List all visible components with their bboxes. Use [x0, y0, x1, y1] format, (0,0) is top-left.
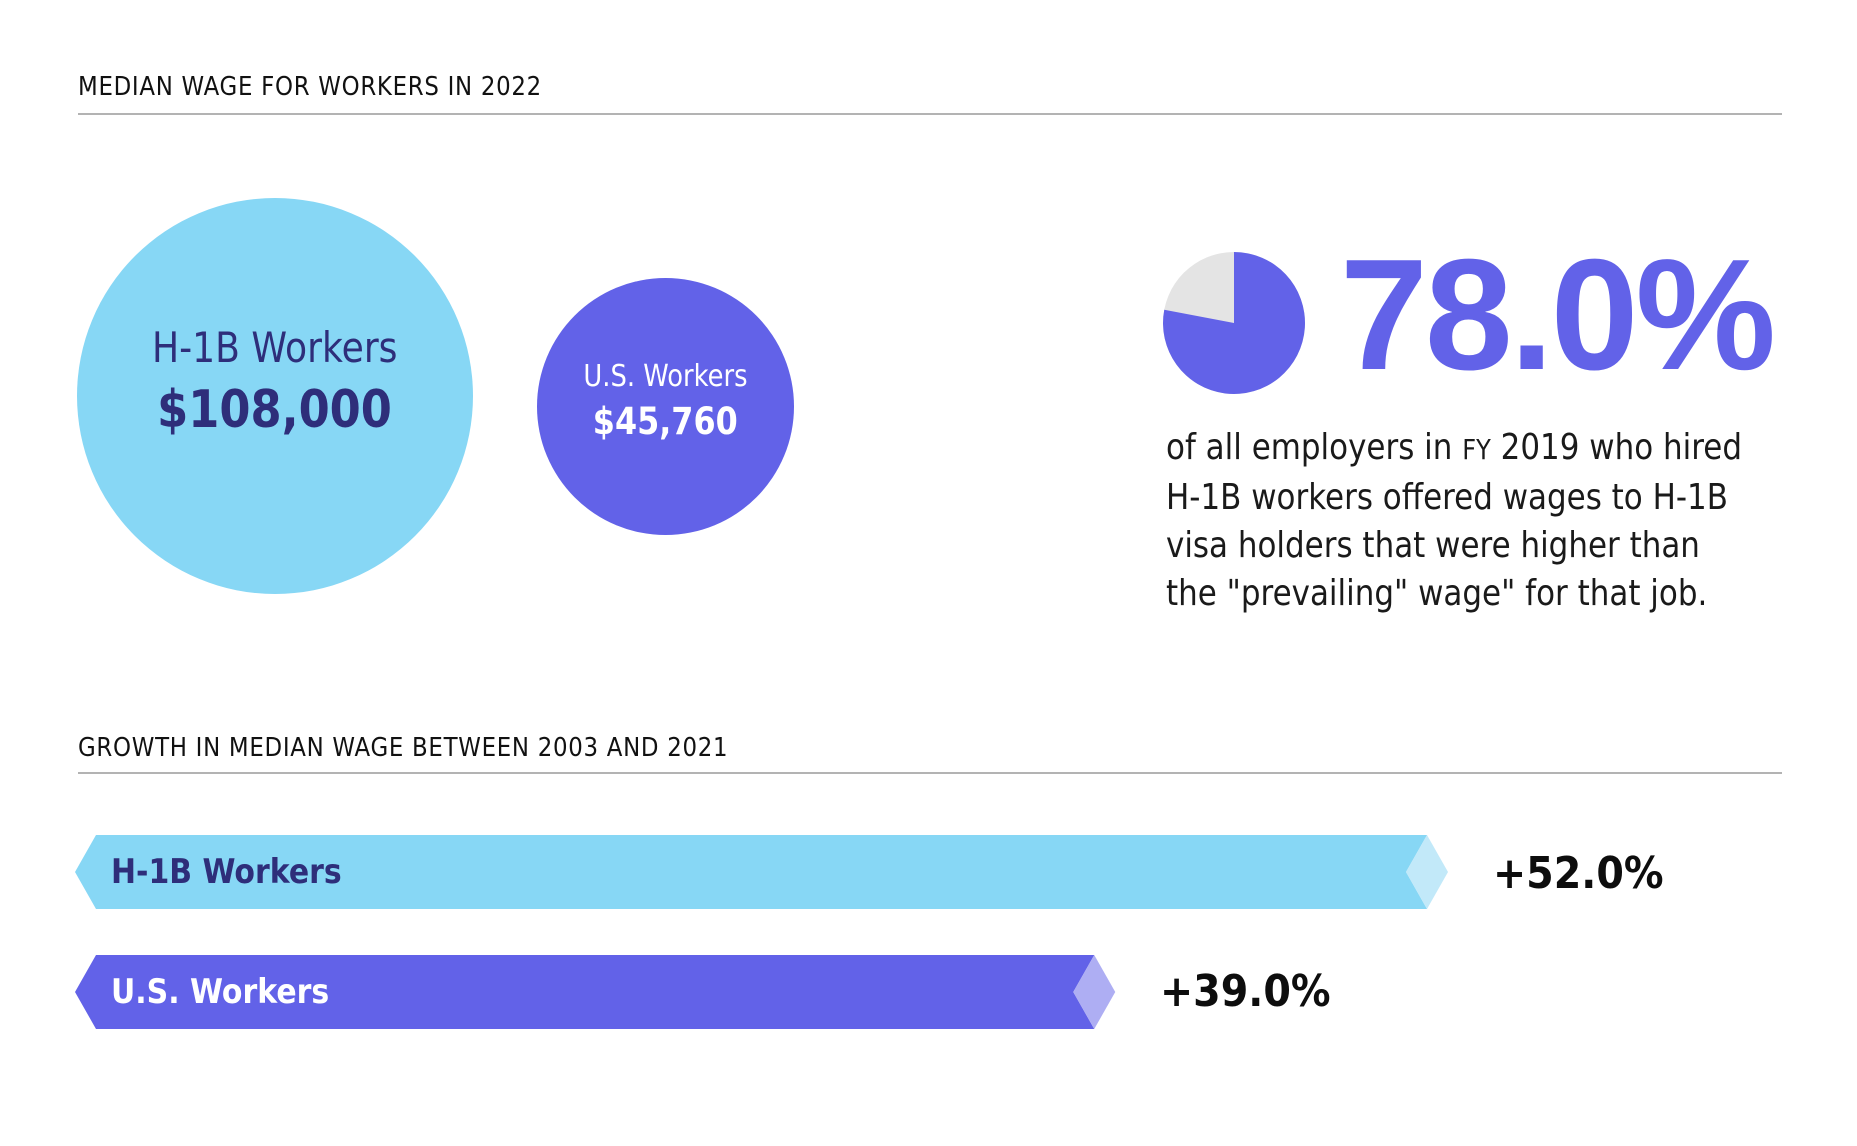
stat-line: H-1B workers offered wages to H-1B [1166, 477, 1728, 518]
bar-label-h1b: H-1B Workers [111, 852, 342, 892]
stat-line: of all employers in FY 2019 who hired [1166, 427, 1742, 468]
growth-bar-tip-h1b [1406, 835, 1448, 909]
section-divider [78, 772, 1782, 774]
us-bubble-value: $45,760 [593, 399, 738, 443]
pie-slice-higher-wage [1163, 252, 1306, 394]
h1b-wage-bubble: H-1B Workers $108,000 [77, 198, 473, 594]
growth-bar-tip-us [1073, 955, 1116, 1029]
growth-section-title: GROWTH IN MEDIAN WAGE BETWEEN 2003 AND 2… [78, 733, 729, 763]
us-bubble-label: U.S. Workers [583, 358, 748, 394]
h1b-bubble-value: $108,000 [157, 379, 393, 440]
employer-share-pie [1163, 252, 1306, 394]
us-wage-bubble: U.S. Workers $45,760 [537, 278, 794, 535]
stat-description: of all employers in FY 2019 who hired H-… [1166, 424, 1742, 618]
stat-line: visa holders that were higher than [1166, 525, 1700, 566]
bar-value-h1b: +52.0% [1493, 848, 1664, 899]
stat-line: the "prevailing" wage" for that job. [1166, 573, 1708, 614]
stat-percent: 78.0% [1340, 227, 1776, 403]
section-divider [78, 113, 1782, 115]
bar-label-us: U.S. Workers [111, 972, 330, 1012]
bar-value-us: +39.0% [1160, 966, 1331, 1017]
h1b-bubble-label: H-1B Workers [152, 322, 398, 372]
wage-section-title: MEDIAN WAGE FOR WORKERS IN 2022 [78, 72, 542, 102]
